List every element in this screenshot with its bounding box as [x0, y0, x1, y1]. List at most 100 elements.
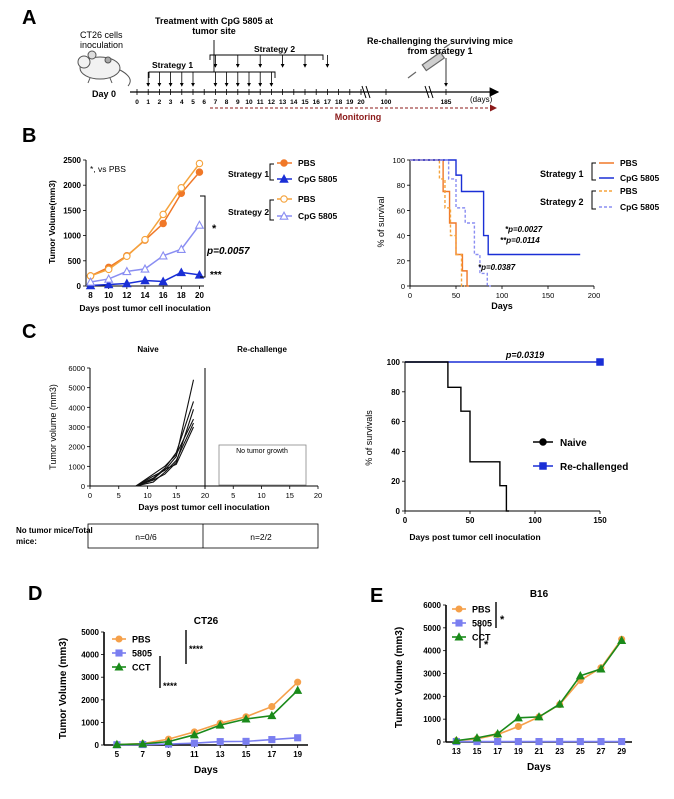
legend-label: CpG 5805 — [620, 173, 659, 183]
x-tick-label: 0 — [88, 491, 92, 500]
timeline-break — [361, 85, 434, 99]
timeline-ticks: 0 1 2 3 4 5 6 7 8 9 10 11 12 13 14 15 16 17 18 19 20 100 185 — [135, 89, 452, 106]
series-line — [90, 163, 201, 277]
timeline-tick-label: 18 — [335, 99, 343, 106]
data-point — [104, 265, 113, 274]
timeline-tick-label: 3 — [169, 99, 173, 106]
x-tick-label: 11 — [190, 750, 199, 759]
sig-star: **** — [163, 681, 178, 691]
survival-curve — [405, 361, 509, 512]
data-point — [176, 267, 187, 277]
data-point — [617, 635, 627, 644]
timeline-tick-label: 10 — [245, 99, 253, 106]
timeline-tick-label: 12 — [268, 99, 276, 106]
legend-label: PBS — [298, 158, 316, 168]
legend-label: Naive — [560, 438, 587, 449]
y-tick-label: 60 — [397, 206, 405, 215]
data-point — [242, 737, 250, 745]
survival-curve — [410, 159, 466, 287]
legend-marker — [455, 605, 463, 613]
x-tick-label: 10 — [104, 291, 113, 300]
data-point — [514, 737, 522, 746]
y-axis-label: Tumor Volume (mm3) — [394, 627, 405, 728]
data-point — [472, 733, 482, 742]
annotation-vs-pbs: *, vs PBS — [90, 164, 126, 174]
y-axis-label: Tumor Volume(mm3) — [47, 180, 57, 264]
x-tick-label: 100 — [496, 291, 509, 300]
mouse-growth-curve — [135, 418, 194, 487]
y-tick-label: 5000 — [423, 624, 441, 633]
inoculation-label-2: inoculation — [80, 40, 123, 50]
timeline-tick-label: 8 — [225, 99, 229, 106]
timeline-tick-label: 17 — [324, 99, 332, 106]
data-point — [215, 720, 225, 729]
x-tick-label: 0 — [403, 516, 408, 525]
y-tick-label: 1500 — [63, 206, 81, 215]
y-tick-label: 2500 — [63, 156, 81, 165]
chart-title: B16 — [530, 589, 549, 600]
y-tick-label: 0 — [396, 507, 401, 516]
data-point — [159, 210, 167, 219]
data-point — [597, 737, 605, 746]
legend-marker — [539, 438, 547, 446]
y-tick-label: 4000 — [423, 647, 441, 656]
y-tick-label: 6000 — [423, 601, 441, 610]
legend-strategy1: Strategy 1 — [228, 169, 269, 179]
data-point — [267, 710, 277, 720]
timeline-tick-label: 19 — [346, 99, 354, 106]
y-tick-label: 40 — [397, 232, 405, 241]
y-tick-label: 0 — [81, 482, 85, 491]
data-point — [576, 737, 584, 746]
legend-bracket — [269, 163, 274, 181]
panel-label-e: E — [370, 585, 383, 607]
table-row-label-2: mice: — [16, 537, 37, 546]
y-tick-label: 2000 — [63, 181, 81, 190]
p-value: p=0.0319 — [505, 350, 544, 360]
x-tick-label: 27 — [597, 747, 606, 756]
y-tick-label: 4000 — [68, 403, 85, 412]
legend-marker — [279, 174, 289, 183]
data-point — [596, 664, 606, 673]
data-point — [293, 685, 303, 694]
p-value: **p=0.0114 — [500, 236, 540, 245]
mouse-growth-curve — [135, 401, 195, 487]
data-point — [618, 737, 626, 746]
y-tick-label: 2000 — [423, 692, 441, 701]
data-point — [194, 220, 205, 229]
y-tick-label: 1000 — [68, 462, 85, 471]
strategy2-arrows — [213, 55, 448, 87]
legend-label: 5805 — [132, 649, 152, 659]
timeline-tick-label: 14 — [290, 99, 298, 106]
day0-label: Day 0 — [92, 89, 116, 99]
data-point — [575, 671, 585, 680]
y-axis-label: Tumor Volume (mm3) — [58, 638, 69, 739]
data-point — [122, 266, 132, 276]
x-tick-label: 50 — [452, 291, 460, 300]
y-tick-label: 2000 — [68, 443, 85, 452]
legend-bracket — [269, 199, 274, 221]
x-tick-label: 5 — [115, 750, 120, 759]
y-tick-label: 1000 — [81, 718, 99, 727]
data-point — [140, 275, 150, 285]
legend-label: PBS — [298, 194, 316, 204]
y-tick-label: 0 — [95, 741, 100, 750]
subtitle-rechallenge: Re-challenge — [237, 345, 287, 354]
legend-strategy1: Strategy 1 — [540, 169, 584, 179]
x-tick-label: 15 — [172, 491, 180, 500]
x-tick-label: 8 — [88, 291, 93, 300]
x-axis-label: Days post tumor cell inoculation — [409, 532, 540, 542]
data-point — [189, 730, 199, 739]
data-point — [141, 235, 149, 244]
series-line — [116, 736, 298, 746]
sig-star: *** — [210, 270, 222, 281]
legend-marker — [280, 195, 288, 203]
legend-marker — [454, 632, 464, 641]
x-tick-label: 15 — [242, 750, 251, 759]
y-tick-label: 3000 — [68, 423, 85, 432]
strategy1-label: Strategy 1 — [152, 60, 193, 70]
mouse-growth-curve — [135, 422, 194, 487]
y-tick-label: 5000 — [81, 628, 99, 637]
data-point — [195, 168, 204, 176]
